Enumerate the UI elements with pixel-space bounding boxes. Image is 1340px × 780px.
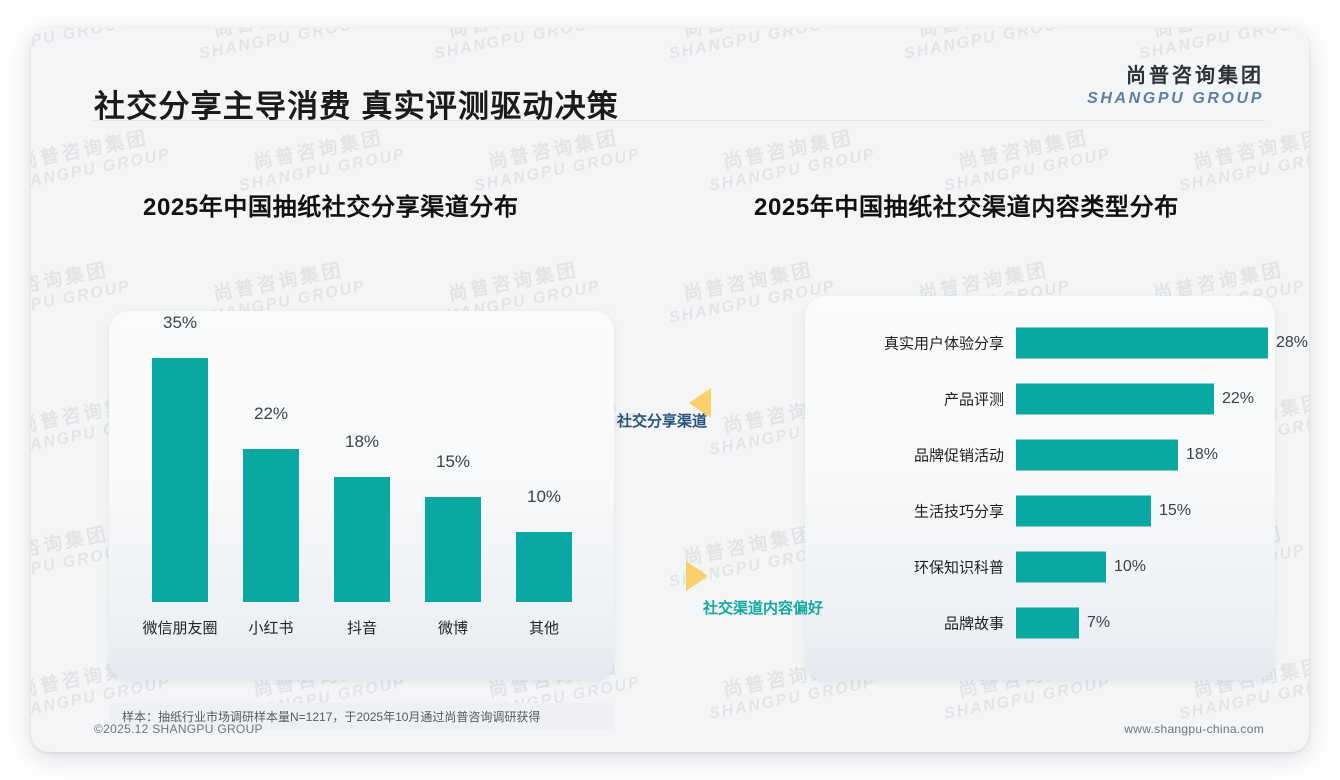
bar-category-label: 微信朋友圈	[142, 620, 218, 637]
bar	[1016, 495, 1151, 527]
social-share-channel-bar-chart: 35% 微信朋友圈 22% 小红书 18% 抖音 15% 微博 10% 其他	[119, 313, 614, 648]
bar	[1016, 607, 1079, 639]
header-divider	[93, 120, 1265, 121]
bar-row: 产品评测 22%	[831, 382, 1301, 416]
bar-value-label: 22%	[253, 403, 289, 423]
triangle-left-icon	[689, 388, 711, 418]
bar-track: 35%	[137, 313, 223, 602]
logo-chinese-text: 尚普咨询集团	[1126, 65, 1264, 87]
bar	[152, 358, 208, 602]
slide-header: 社交分享主导消费 真实评测驱动决策 尚普咨询集团 SHANGPU GROUP	[31, 28, 1309, 124]
bar-value-label: 10%	[1114, 558, 1147, 575]
triangle-right-icon	[686, 561, 708, 591]
annotation-channel-label: 社交分享渠道	[617, 413, 708, 430]
bar	[516, 532, 572, 602]
bar	[1016, 439, 1178, 471]
bar-category-label: 品牌故事	[943, 615, 1004, 633]
bar	[425, 497, 481, 602]
bar	[1016, 383, 1214, 415]
footer-website: www.shangpu-china.com	[1124, 722, 1264, 736]
bar-value-label: 15%	[435, 452, 471, 472]
bar-track: 10%	[501, 358, 587, 602]
bar-category-label: 小红书	[248, 620, 294, 637]
bar-category-label: 微博	[437, 620, 468, 637]
bar-value-label: 10%	[526, 487, 562, 507]
bar-category-label: 真实用户体验分享	[883, 335, 1004, 353]
left-chart-title: 2025年中国抽纸社交分享渠道分布	[143, 194, 519, 221]
bar-value-label: 7%	[1087, 614, 1111, 631]
bar-row: 真实用户体验分享 28%	[831, 326, 1308, 360]
bar-value-label: 18%	[344, 431, 380, 451]
page-title: 社交分享主导消费 真实评测驱动决策	[94, 89, 620, 124]
bar-group: 22% 小红书	[228, 328, 314, 648]
bar	[334, 476, 390, 602]
bar-value-label: 22%	[1222, 390, 1255, 407]
source-note: 样本：抽纸行业市场调研样本量N=1217，于2025年10月通过尚普咨询调研获得	[109, 703, 614, 730]
footer-copyright: ©2025.12 SHANGPU GROUP	[94, 722, 263, 736]
bar-category-label: 产品评测	[943, 391, 1004, 409]
bar-category-label: 品牌促销活动	[913, 447, 1004, 465]
bar-row: 品牌促销活动 18%	[831, 438, 1301, 472]
bar-group: 15% 微博	[410, 328, 496, 648]
bar	[243, 448, 299, 602]
brand-logo: 尚普咨询集团 SHANGPU GROUP	[1087, 64, 1264, 109]
bar-group: 18% 抖音	[319, 328, 405, 648]
bar-group: 10% 其他	[501, 328, 587, 648]
bar-category-label: 环保知识科普	[913, 559, 1004, 577]
slide-footer: ©2025.12 SHANGPU GROUP www.shangpu-china…	[31, 710, 1309, 752]
bar-value-label: 15%	[1159, 502, 1192, 519]
bar-value-label: 28%	[1276, 334, 1309, 351]
annotation-content-label: 社交渠道内容偏好	[703, 600, 824, 617]
bar-category-label: 抖音	[346, 620, 377, 637]
bar-row: 生活技巧分享 15%	[831, 494, 1301, 528]
bar-category-label: 生活技巧分享	[913, 503, 1004, 521]
content-type-bar-chart: 真实用户体验分享 28% 产品评测 22% 品牌促销活动 18% 生活技巧分享 15% 环保知识…	[831, 316, 1308, 664]
bar-category-label: 其他	[528, 620, 559, 637]
bar-track: 18%	[319, 358, 405, 602]
bar-row: 品牌故事 7%	[831, 606, 1301, 640]
bar-track: 22%	[228, 358, 314, 602]
bar	[1016, 327, 1268, 359]
bar-value-label: 35%	[162, 313, 198, 332]
logo-english-text: SHANGPU GROUP	[1087, 90, 1264, 107]
bar-track: 15%	[410, 358, 496, 602]
bar	[1016, 551, 1106, 583]
right-chart-title: 2025年中国抽纸社交渠道内容类型分布	[754, 194, 1179, 221]
bar-value-label: 18%	[1186, 446, 1219, 463]
bar-group: 35% 微信朋友圈	[137, 313, 223, 648]
bar-row: 环保知识科普 10%	[831, 550, 1301, 584]
